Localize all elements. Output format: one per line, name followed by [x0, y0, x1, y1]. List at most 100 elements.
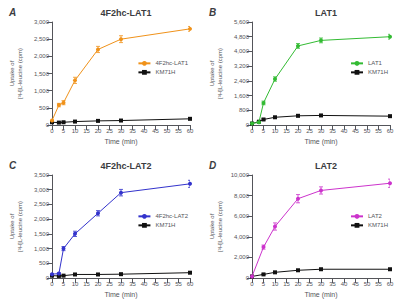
svg-text:500: 500	[39, 260, 50, 266]
svg-text:10: 10	[272, 128, 279, 134]
svg-text:35: 35	[129, 281, 136, 287]
svg-text:35: 35	[329, 281, 336, 287]
svg-text:50: 50	[364, 281, 371, 287]
svg-text:C: C	[9, 160, 17, 171]
svg-text:2,000: 2,000	[34, 216, 50, 222]
svg-text:5: 5	[262, 281, 266, 287]
svg-text:0: 0	[250, 281, 254, 287]
svg-text:LAT2: LAT2	[368, 213, 383, 219]
svg-text:KM71H: KM71H	[155, 222, 175, 228]
svg-text:Time (min): Time (min)	[104, 291, 137, 299]
svg-text:50: 50	[164, 281, 171, 287]
svg-text:[³H]L-leucine (cpm): [³H]L-leucine (cpm)	[17, 201, 23, 252]
svg-text:60: 60	[387, 281, 394, 287]
svg-text:15: 15	[83, 128, 90, 134]
svg-text:5,600: 5,600	[234, 19, 250, 25]
svg-text:40: 40	[141, 281, 148, 287]
svg-text:LAT2: LAT2	[315, 161, 337, 171]
svg-text:25: 25	[106, 281, 113, 287]
svg-text:0: 0	[246, 122, 250, 128]
svg-text:[³H]L-leucine (cpm): [³H]L-leucine (cpm)	[217, 48, 223, 99]
svg-text:20: 20	[295, 128, 302, 134]
svg-text:Uptake of: Uptake of	[9, 213, 15, 239]
svg-text:5: 5	[62, 281, 66, 287]
svg-text:20: 20	[295, 281, 302, 287]
svg-text:3,000: 3,000	[34, 19, 50, 25]
svg-text:10: 10	[72, 281, 79, 287]
svg-text:0: 0	[46, 275, 50, 281]
svg-text:60: 60	[187, 128, 194, 134]
svg-text:25: 25	[306, 281, 313, 287]
svg-text:45: 45	[152, 128, 159, 134]
svg-text:Time (min): Time (min)	[304, 291, 337, 299]
svg-text:Time (min): Time (min)	[104, 138, 137, 146]
svg-text:45: 45	[352, 128, 359, 134]
svg-text:50: 50	[364, 128, 371, 134]
svg-text:[³H]L-leucine (cpm): [³H]L-leucine (cpm)	[217, 201, 223, 252]
svg-text:0: 0	[50, 281, 54, 287]
svg-text:0: 0	[50, 128, 54, 134]
svg-text:4F2hc-LAT2: 4F2hc-LAT2	[155, 213, 188, 219]
svg-text:55: 55	[375, 128, 382, 134]
svg-text:4F2hc-LAT1: 4F2hc-LAT1	[155, 60, 188, 66]
svg-text:10: 10	[272, 281, 279, 287]
svg-text:5: 5	[262, 128, 266, 134]
svg-text:25: 25	[306, 128, 313, 134]
svg-text:1,000: 1,000	[34, 88, 50, 94]
svg-text:4F2hc-LAT2: 4F2hc-LAT2	[101, 161, 152, 171]
svg-text:D: D	[209, 160, 216, 171]
svg-text:4,000: 4,000	[234, 234, 250, 240]
svg-text:Time (min): Time (min)	[304, 138, 337, 146]
svg-text:2,000: 2,000	[234, 254, 250, 260]
svg-text:500: 500	[39, 105, 50, 111]
svg-text:2,500: 2,500	[34, 36, 50, 42]
svg-text:0: 0	[46, 122, 50, 128]
svg-text:4F2hc-LAT1: 4F2hc-LAT1	[101, 8, 152, 18]
svg-text:1,500: 1,500	[34, 71, 50, 77]
svg-text:15: 15	[283, 128, 290, 134]
svg-text:30: 30	[118, 281, 125, 287]
svg-text:0: 0	[246, 275, 250, 281]
svg-text:35: 35	[129, 128, 136, 134]
svg-text:2,400: 2,400	[234, 78, 250, 84]
svg-text:25: 25	[106, 128, 113, 134]
svg-text:50: 50	[164, 128, 171, 134]
svg-text:[³H]L-leucine (cpm): [³H]L-leucine (cpm)	[17, 48, 23, 99]
svg-text:KM71H: KM71H	[368, 222, 388, 228]
svg-text:2,500: 2,500	[34, 201, 50, 207]
svg-text:KM71H: KM71H	[368, 69, 388, 75]
svg-text:55: 55	[375, 281, 382, 287]
svg-text:60: 60	[387, 128, 394, 134]
svg-text:10: 10	[72, 128, 79, 134]
svg-text:1,000: 1,000	[34, 246, 50, 252]
svg-text:4,000: 4,000	[234, 48, 250, 54]
svg-text:45: 45	[352, 281, 359, 287]
svg-text:B: B	[209, 7, 216, 18]
svg-text:40: 40	[341, 281, 348, 287]
svg-text:40: 40	[141, 128, 148, 134]
svg-text:5: 5	[62, 128, 66, 134]
svg-text:55: 55	[175, 281, 182, 287]
svg-text:3,000: 3,000	[34, 187, 50, 193]
svg-text:0: 0	[250, 128, 254, 134]
svg-text:15: 15	[283, 281, 290, 287]
svg-text:6,000: 6,000	[234, 213, 250, 219]
svg-text:4,800: 4,800	[234, 34, 250, 40]
svg-text:Uptake of: Uptake of	[209, 213, 215, 239]
svg-text:2,000: 2,000	[34, 53, 50, 59]
svg-text:Uptake of: Uptake of	[9, 60, 15, 86]
svg-text:45: 45	[152, 281, 159, 287]
svg-text:3,500: 3,500	[34, 172, 50, 178]
svg-text:1,600: 1,600	[234, 93, 250, 99]
svg-text:40: 40	[341, 128, 348, 134]
svg-text:20: 20	[95, 281, 102, 287]
svg-text:60: 60	[187, 281, 194, 287]
svg-text:800: 800	[239, 107, 250, 113]
svg-text:35: 35	[329, 128, 336, 134]
svg-text:10,000: 10,000	[231, 172, 250, 178]
svg-text:Uptake of: Uptake of	[209, 60, 215, 86]
svg-text:LAT1: LAT1	[315, 8, 337, 18]
svg-text:3,200: 3,200	[234, 63, 250, 69]
svg-text:KM71H: KM71H	[155, 69, 175, 75]
svg-text:LAT1: LAT1	[368, 60, 383, 66]
